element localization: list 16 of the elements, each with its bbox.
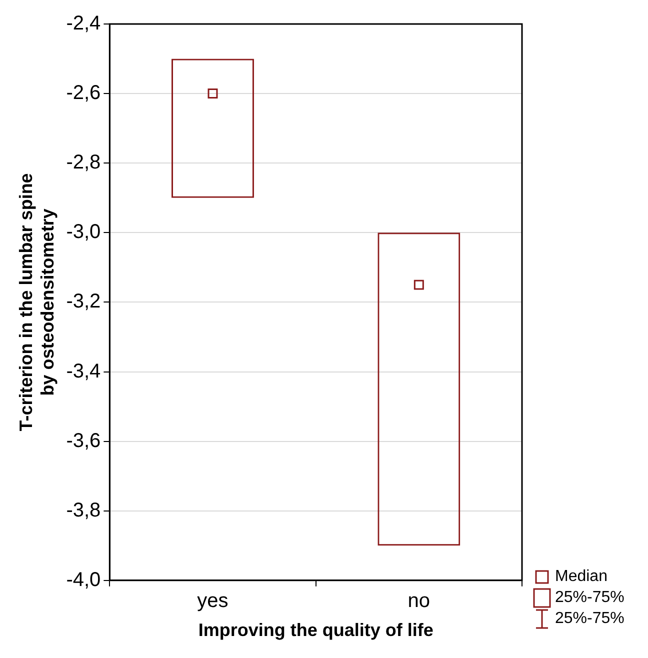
text: 25%-75% bbox=[555, 610, 624, 628]
x-tick-label: yes bbox=[197, 590, 228, 612]
y-tick-label: -2,8 bbox=[66, 152, 101, 174]
y-tick-label: -3,6 bbox=[66, 430, 101, 452]
x-axis-title: Improving the quality of life bbox=[198, 620, 434, 640]
text: 25%-75% bbox=[555, 588, 624, 607]
y-tick-label: -3,2 bbox=[66, 290, 101, 313]
y-tick-label: -3,0 bbox=[66, 221, 101, 244]
y-tick-label: -3,8 bbox=[66, 499, 101, 522]
x-tick-label: no bbox=[408, 590, 430, 612]
y-tick-label: -2,4 bbox=[66, 12, 101, 35]
text: Median bbox=[555, 568, 608, 586]
y-tick-label: -2,6 bbox=[66, 82, 101, 104]
y-axis-title: T-criterion in the lumbar spine by osteodensitometry bbox=[16, 173, 58, 432]
y-tick-label: -4,0 bbox=[66, 568, 101, 591]
y-tick-label: -3,4 bbox=[66, 360, 101, 382]
